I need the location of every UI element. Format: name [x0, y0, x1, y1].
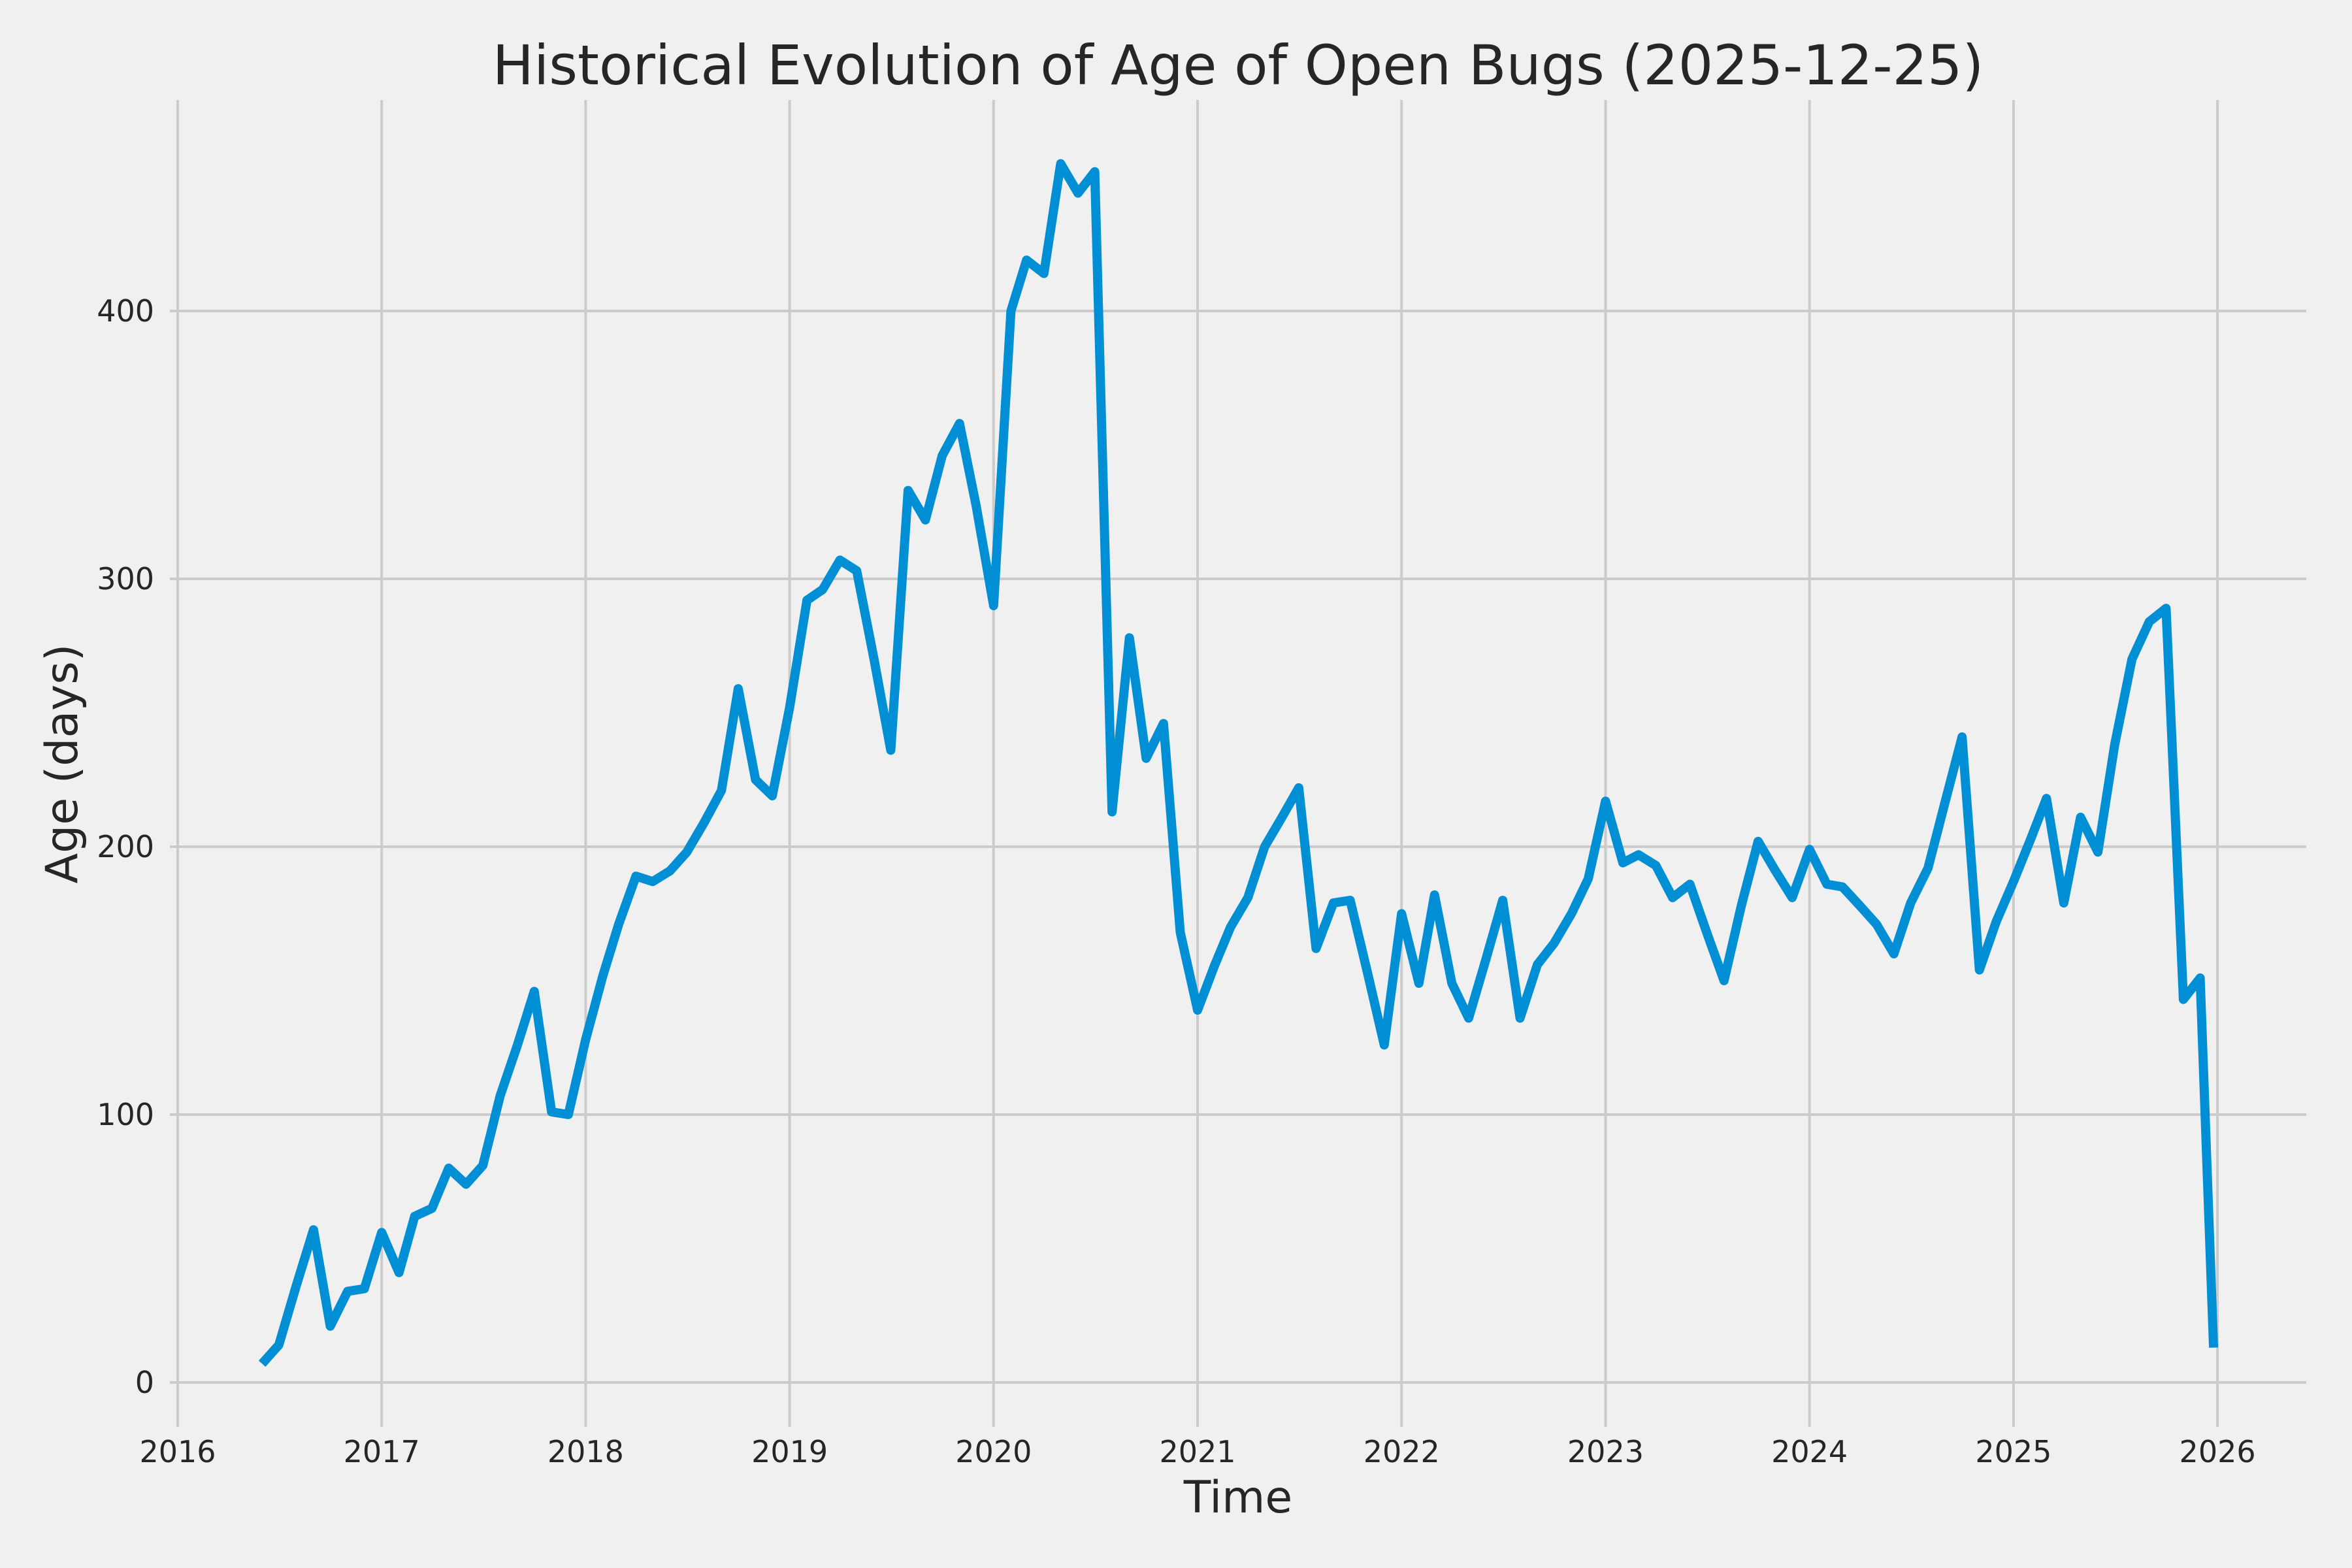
- x-tick-label-2024: 2024: [1771, 1434, 1848, 1469]
- x-tick-label-2020: 2020: [955, 1434, 1032, 1469]
- x-axis-label: Time: [1183, 1472, 1293, 1524]
- x-tick-label-2016: 2016: [139, 1434, 216, 1469]
- y-tick-label-400: 400: [97, 293, 154, 329]
- x-tick-label-2018: 2018: [547, 1434, 624, 1469]
- y-axis-label: Age (days): [37, 644, 88, 883]
- chart-title: Historical Evolution of Age of Open Bugs…: [492, 33, 1984, 97]
- y-tick-label-200: 200: [97, 828, 154, 864]
- horizontal-gridlines: [170, 309, 2306, 1384]
- x-tick-label-2022: 2022: [1363, 1434, 1440, 1469]
- x-tick-label-2021: 2021: [1159, 1434, 1236, 1469]
- x-tick-label-2026: 2026: [2179, 1434, 2256, 1469]
- vertical-gridlines: [176, 100, 2219, 1427]
- x-tick-label-2017: 2017: [343, 1434, 420, 1469]
- x-tick-label-2023: 2023: [1567, 1434, 1644, 1469]
- y-tick-label-100: 100: [97, 1096, 154, 1132]
- x-tick-label-2019: 2019: [751, 1434, 828, 1469]
- y-tick-label-0: 0: [135, 1364, 154, 1400]
- y-tick-label-300: 300: [97, 561, 154, 596]
- open-bugs-age-line: [258, 159, 2219, 1367]
- x-tick-label-2025: 2025: [1975, 1434, 2052, 1469]
